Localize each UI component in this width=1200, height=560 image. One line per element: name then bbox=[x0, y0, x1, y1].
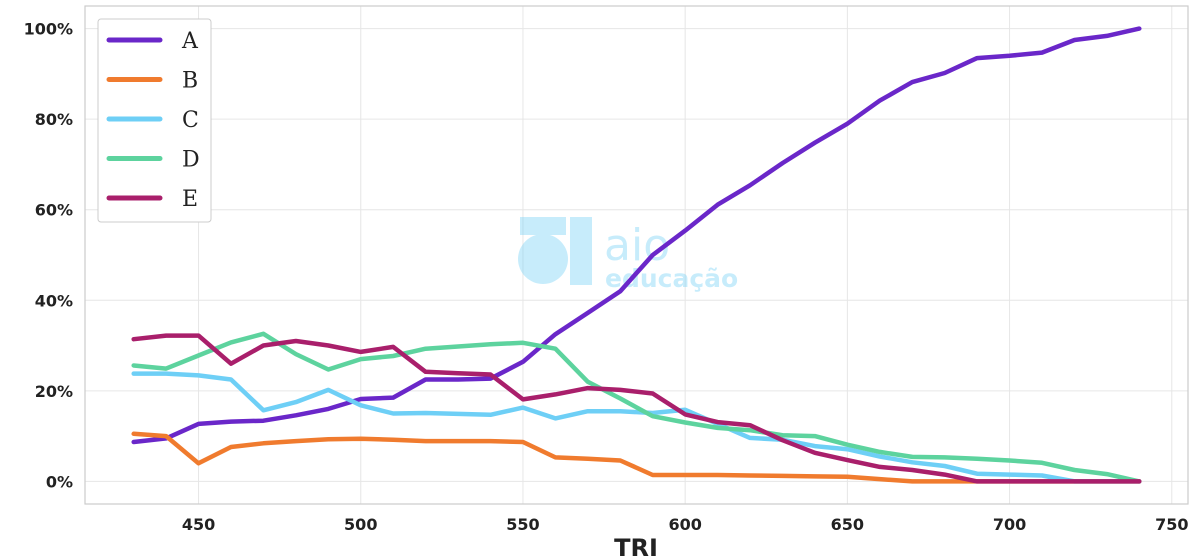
x-axis-label: TRI bbox=[614, 534, 658, 560]
watermark-line2: educação bbox=[605, 264, 738, 293]
series-lines bbox=[131, 26, 1142, 484]
x-tick-label: 700 bbox=[993, 515, 1026, 534]
x-tick-label: 500 bbox=[344, 515, 377, 534]
y-tick-label: 60% bbox=[35, 201, 73, 220]
plot-frame bbox=[84, 5, 1189, 505]
y-tick-label: 100% bbox=[24, 20, 73, 39]
legend-label-b: B bbox=[182, 69, 198, 94]
x-tick-label: 600 bbox=[668, 515, 701, 534]
legend-label-a: A bbox=[181, 29, 199, 54]
watermark-logo-stem bbox=[570, 217, 592, 285]
x-tick-label: 650 bbox=[831, 515, 864, 534]
legend-label-d: D bbox=[182, 148, 200, 173]
legend-label-e: E bbox=[182, 187, 198, 212]
y-tick-label: 40% bbox=[35, 291, 73, 310]
watermark-line1: aio bbox=[604, 220, 670, 271]
y-tick-label: 0% bbox=[46, 472, 73, 491]
y-tick-label: 80% bbox=[35, 110, 73, 129]
y-tick-label: 20% bbox=[35, 382, 73, 401]
series-line-a bbox=[131, 26, 1142, 445]
grid bbox=[85, 6, 1188, 504]
series-line-e bbox=[131, 333, 1142, 484]
watermark-logo-bar bbox=[520, 217, 566, 235]
series-line-d bbox=[131, 331, 1142, 484]
x-tick-label: 750 bbox=[1155, 515, 1188, 534]
x-tick-label: 550 bbox=[506, 515, 539, 534]
series-line-c bbox=[131, 371, 1142, 484]
watermark-logo-circle bbox=[518, 234, 568, 284]
x-axis-ticks: 450 500 550 600 650 700 750 bbox=[182, 515, 1189, 534]
x-tick-label: 450 bbox=[182, 515, 215, 534]
y-axis-ticks: 0% 20% 40% 60% 80% 100% bbox=[24, 20, 73, 492]
aio-watermark: aio educação bbox=[518, 217, 738, 293]
legend-label-c: C bbox=[182, 108, 199, 133]
